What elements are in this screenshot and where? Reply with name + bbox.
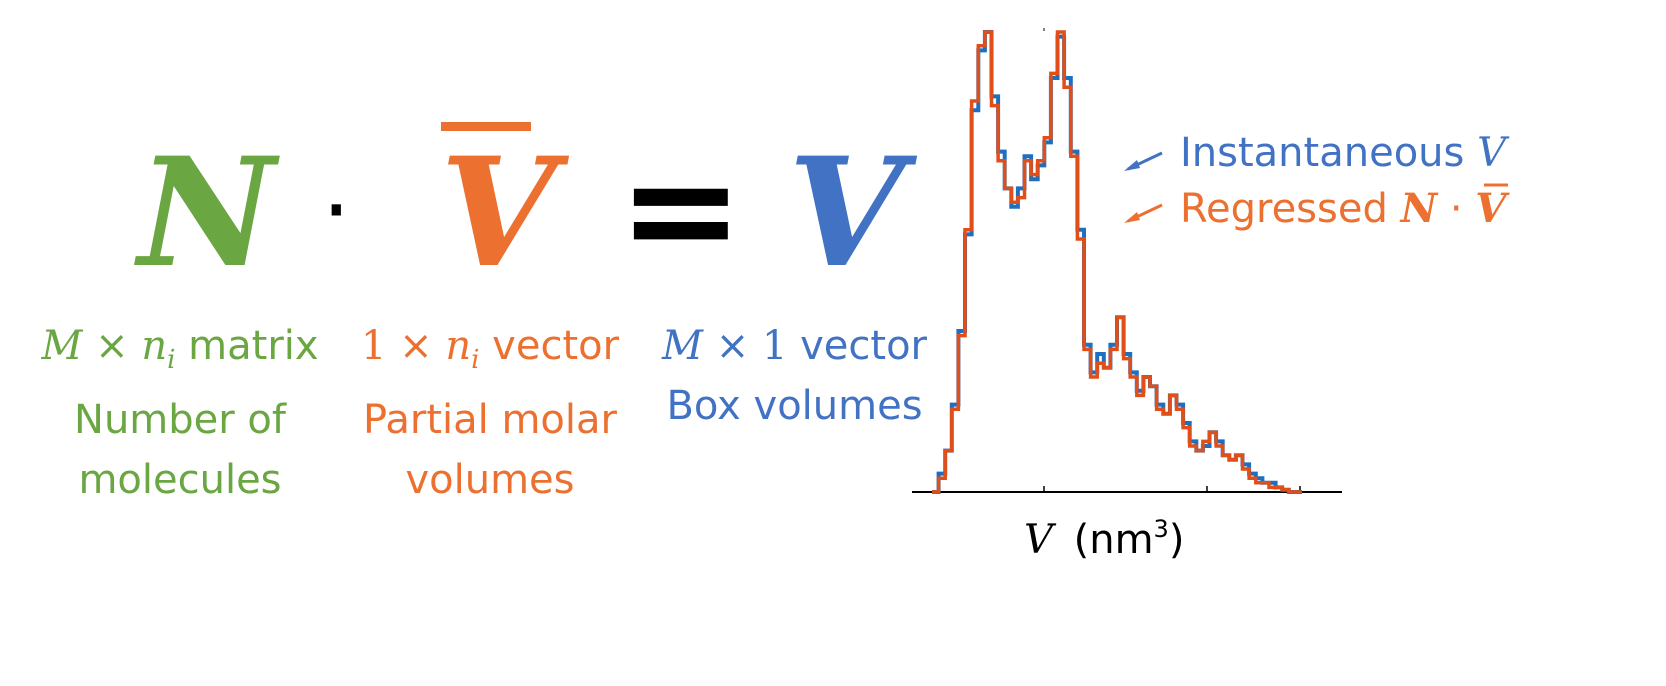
vbar-description: 1 × ni vector Partial molar volumes — [350, 316, 630, 510]
v-dimensions: M × 1 vector — [662, 323, 927, 369]
n-symbol: N — [138, 125, 276, 301]
vbar-dimensions: 1 × ni vector — [360, 323, 620, 375]
v-desc-line2: Box volumes — [666, 383, 923, 429]
n-desc-line2: Number of — [74, 397, 286, 443]
series-instantaneous — [932, 30, 1302, 494]
vbar-desc-line3: volumes — [405, 457, 575, 503]
v-symbol: V — [788, 125, 905, 301]
legend-instantaneous: Instantaneous V — [1180, 130, 1510, 176]
vbar-overline — [441, 122, 531, 131]
equals-sign: = — [618, 123, 744, 297]
v-description: M × 1 vector Box volumes — [652, 316, 937, 436]
x-axis-label: V (nm3) — [1024, 515, 1184, 563]
n-desc-line3: molecules — [78, 457, 282, 503]
n-description: M × ni matrix Number of molecules — [30, 316, 330, 510]
vbar-desc-line2: Partial molar — [363, 397, 617, 443]
series-regressed — [932, 30, 1302, 494]
dot-operator: · — [322, 158, 351, 263]
regressed-arrowhead — [1124, 212, 1140, 223]
vbar-symbol: V — [440, 125, 557, 301]
instantaneous-arrowhead — [1124, 160, 1140, 171]
n-dimensions: M × ni matrix — [41, 323, 319, 375]
legend-regressed: Regressed N · V — [1180, 185, 1510, 232]
